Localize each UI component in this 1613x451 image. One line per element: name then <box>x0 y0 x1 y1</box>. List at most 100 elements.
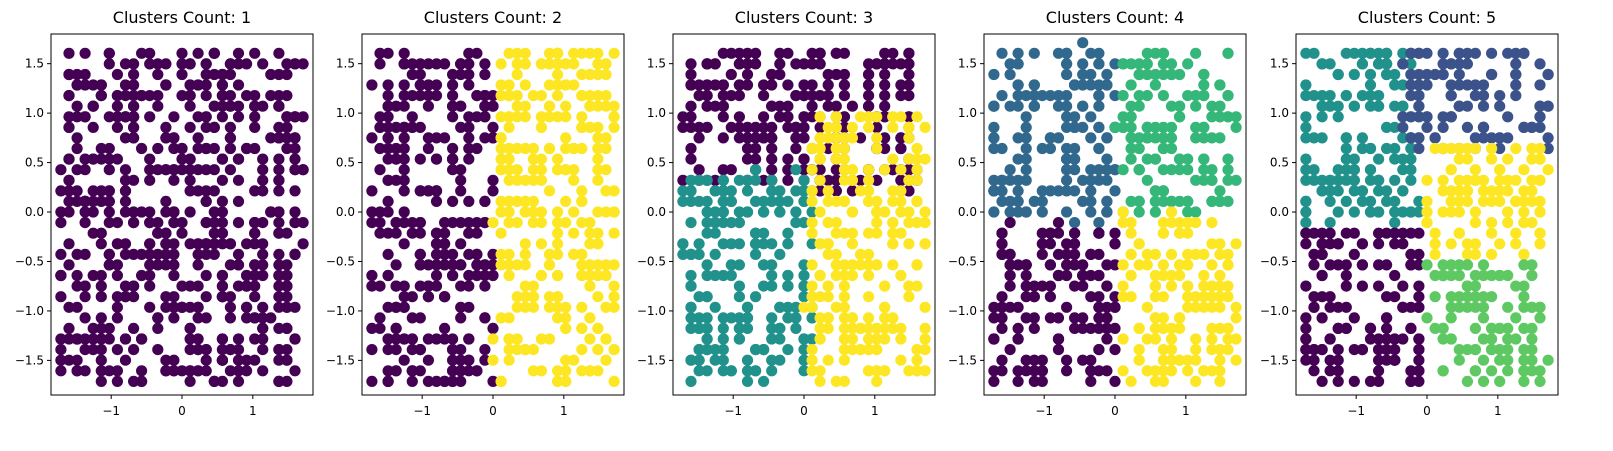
data-point-cluster-3 <box>1004 259 1016 271</box>
x-tick-label: 1 <box>560 404 568 418</box>
data-point-cluster-1 <box>439 291 451 303</box>
data-point-cluster-5 <box>1429 291 1441 303</box>
data-point-cluster-1 <box>750 47 762 59</box>
data-point-cluster-2 <box>1125 132 1137 144</box>
data-point-cluster-2 <box>560 58 572 70</box>
data-point-cluster-1 <box>200 142 212 155</box>
data-point-cluster-2 <box>527 142 540 155</box>
data-point-cluster-1 <box>111 68 123 81</box>
data-point-cluster-2 <box>1510 47 1522 59</box>
data-point-cluster-3 <box>1020 291 1032 303</box>
data-point-cluster-4 <box>1165 206 1178 218</box>
data-point-cluster-2 <box>608 259 620 271</box>
data-point-cluster-3 <box>863 164 875 176</box>
data-point-cluster-3 <box>1036 365 1048 377</box>
data-point-cluster-1 <box>1004 58 1016 70</box>
data-point-cluster-1 <box>184 58 196 70</box>
data-point-cluster-3 <box>854 185 867 197</box>
y-tick-label: −0.5 <box>637 254 666 268</box>
data-point-cluster-2 <box>1149 153 1161 165</box>
data-point-cluster-2 <box>685 322 697 334</box>
data-point-cluster-2 <box>543 47 556 59</box>
data-point-cluster-1 <box>1020 111 1032 123</box>
data-point-cluster-1 <box>160 301 172 313</box>
data-point-cluster-2 <box>1157 164 1169 176</box>
data-point-cluster-1 <box>176 217 188 229</box>
scatter-points <box>988 37 1242 387</box>
data-point-cluster-1 <box>758 132 770 144</box>
data-point-cluster-3 <box>1494 174 1506 186</box>
subplot-2: Clusters Count: 2−1 0 1−1.5−1.0−0.50.00.51… <box>326 8 625 418</box>
data-point-cluster-3 <box>1028 312 1040 324</box>
data-point-cluster-1 <box>55 269 67 282</box>
data-point-cluster-3 <box>863 269 875 282</box>
data-point-cluster-1 <box>479 68 491 81</box>
data-point-cluster-2 <box>1421 111 1433 123</box>
data-point-cluster-1 <box>103 259 115 271</box>
data-point-cluster-4 <box>1373 375 1385 387</box>
data-point-cluster-2 <box>733 280 746 292</box>
data-point-cluster-1 <box>463 217 475 229</box>
data-point-cluster-1 <box>249 354 261 366</box>
data-point-cluster-3 <box>846 269 859 282</box>
data-point-cluster-1 <box>798 58 810 70</box>
subplot-title: Clusters Count: 1 <box>113 8 251 27</box>
data-point-cluster-1 <box>128 121 140 133</box>
data-point-cluster-1 <box>1405 164 1417 176</box>
data-point-cluster-1 <box>200 248 212 260</box>
data-point-cluster-2 <box>1133 100 1145 112</box>
data-point-cluster-5 <box>1518 301 1530 313</box>
data-point-cluster-3 <box>895 333 907 345</box>
data-point-cluster-2 <box>527 280 540 292</box>
data-point-cluster-2 <box>798 280 810 292</box>
data-point-cluster-1 <box>1093 79 1105 91</box>
data-point-cluster-3 <box>1109 322 1121 334</box>
data-point-cluster-1 <box>87 153 99 165</box>
data-point-cluster-2 <box>519 280 531 292</box>
data-point-cluster-1 <box>374 47 386 59</box>
data-point-cluster-2 <box>741 185 754 197</box>
data-point-cluster-1 <box>1332 111 1344 123</box>
data-point-cluster-4 <box>1190 291 1202 303</box>
data-point-cluster-1 <box>79 153 91 165</box>
data-point-cluster-2 <box>552 206 564 218</box>
data-point-cluster-2 <box>487 354 499 366</box>
data-point-cluster-2 <box>503 90 515 102</box>
data-point-cluster-3 <box>1085 375 1097 387</box>
data-point-cluster-5 <box>1445 333 1457 345</box>
data-point-cluster-3 <box>814 174 826 186</box>
data-point-cluster-1 <box>1373 47 1385 59</box>
data-point-cluster-4 <box>1397 238 1409 250</box>
data-point-cluster-2 <box>782 238 794 250</box>
data-point-cluster-4 <box>1308 259 1320 271</box>
data-point-cluster-1 <box>232 217 245 229</box>
data-point-cluster-2 <box>758 280 770 292</box>
data-point-cluster-3 <box>879 164 891 176</box>
data-point-cluster-2 <box>535 153 548 165</box>
data-point-cluster-1 <box>111 90 123 102</box>
data-point-cluster-1 <box>273 259 285 271</box>
data-point-cluster-1 <box>119 291 132 303</box>
data-point-cluster-1 <box>447 365 459 377</box>
data-point-cluster-1 <box>863 90 875 102</box>
data-point-cluster-2 <box>1222 111 1234 123</box>
data-point-cluster-1 <box>782 47 794 59</box>
data-point-cluster-3 <box>887 195 899 207</box>
data-point-cluster-2 <box>608 47 620 59</box>
data-point-cluster-5 <box>1494 322 1506 334</box>
data-point-cluster-3 <box>1502 217 1514 229</box>
data-point-cluster-1 <box>822 79 834 91</box>
data-point-cluster-2 <box>592 174 604 186</box>
data-point-cluster-2 <box>592 90 604 102</box>
data-point-cluster-3 <box>911 280 923 292</box>
data-point-cluster-1 <box>1101 132 1113 144</box>
data-point-cluster-1 <box>1052 90 1065 102</box>
data-point-cluster-4 <box>1190 344 1202 356</box>
data-point-cluster-3 <box>1085 365 1097 377</box>
data-point-cluster-3 <box>879 206 891 218</box>
data-point-cluster-2 <box>1494 100 1506 112</box>
data-point-cluster-4 <box>1222 280 1234 292</box>
data-point-cluster-1 <box>232 111 245 123</box>
data-point-cluster-4 <box>1214 280 1226 292</box>
data-point-cluster-1 <box>1004 195 1016 207</box>
